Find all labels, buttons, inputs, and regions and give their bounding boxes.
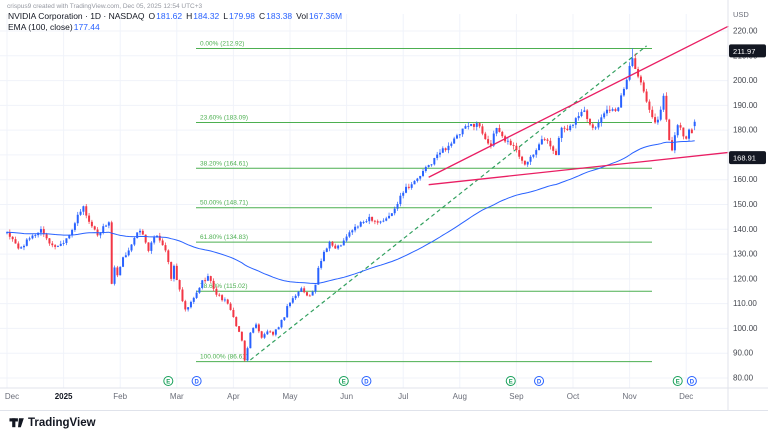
price-tick-label: 90.00 — [733, 349, 754, 358]
tradingview-logo[interactable]: TradingView — [9, 415, 96, 430]
price-tick-label: 150.00 — [733, 200, 758, 209]
attribution-text: crispus9 created with TradingView.com, D… — [7, 3, 203, 10]
svg-text:E: E — [676, 380, 680, 386]
svg-text:D: D — [194, 380, 199, 386]
fib-level-label: 50.00% (148.71) — [200, 200, 248, 207]
time-tick-label: Feb — [113, 392, 127, 401]
time-tick-label: Oct — [567, 392, 580, 401]
fib-level-label: 38.20% (164.61) — [200, 160, 248, 167]
time-tick-label: May — [282, 392, 297, 401]
close-value: 183.38 — [266, 11, 293, 21]
price-axis-unit: USD — [733, 10, 749, 19]
svg-text:211.97: 211.97 — [733, 47, 755, 56]
svg-text:D: D — [364, 380, 369, 386]
price-tick-label: 120.00 — [733, 274, 758, 283]
price-tick-label: 160.00 — [733, 175, 758, 184]
footer-bar: TradingView — [0, 410, 768, 434]
dividend-marker[interactable]: D — [191, 376, 202, 386]
symbol-legend[interactable]: NVIDIA Corporation · 1D · NASDAQ O181.62 H… — [8, 11, 342, 21]
ema-line[interactable] — [6, 140, 695, 285]
volume-value: 167.36M — [308, 11, 343, 21]
time-tick-label: Dec — [5, 392, 19, 401]
axis-borders — [0, 0, 768, 410]
price-tick-label: 110.00 — [733, 299, 757, 308]
fib-level-label: 100.00% (86.61) — [200, 354, 248, 361]
fib-level-label: 23.60% (183.09) — [200, 114, 248, 121]
price-tick-label: 130.00 — [733, 250, 758, 259]
price-tick-label: 180.00 — [733, 126, 758, 135]
ema-label: EMA (100, close) — [8, 22, 73, 32]
earnings-marker[interactable]: E — [338, 376, 349, 386]
low-value: 179.98 — [229, 11, 256, 21]
time-tick-label: Mar — [170, 392, 184, 401]
time-tick-label: Dec — [679, 392, 693, 401]
tradingview-logo-text: TradingView — [28, 416, 96, 429]
price-tick-label: 140.00 — [733, 225, 758, 234]
price-axis[interactable]: USD220.00210.00200.00190.00180.00170.001… — [729, 10, 766, 383]
price-tick-label: 200.00 — [733, 76, 758, 85]
dividend-marker[interactable]: D — [534, 376, 545, 386]
svg-text:D: D — [690, 380, 695, 386]
time-tick-label: Sep — [509, 392, 524, 401]
svg-text:E: E — [166, 380, 170, 386]
svg-text:E: E — [342, 380, 346, 386]
earnings-marker[interactable]: E — [672, 376, 683, 386]
open-value: 181.62 — [156, 11, 183, 21]
time-tick-label: Jul — [398, 392, 408, 401]
time-tick-label: Apr — [227, 392, 240, 401]
svg-text:D: D — [537, 380, 542, 386]
grid-layer — [0, 14, 728, 388]
open-label: O — [148, 11, 156, 21]
time-tick-label: Nov — [622, 392, 636, 401]
low-label: L — [223, 11, 229, 21]
price-tick-label: 80.00 — [733, 374, 754, 383]
volume-label: Vol — [296, 11, 308, 21]
earnings-marker[interactable]: E — [505, 376, 516, 386]
price-chart[interactable]: 0.00% (212.92) 23.60% (183.09) 38.20% (164… — [0, 0, 768, 410]
price-tick-label: 190.00 — [733, 101, 758, 110]
svg-text:168.91: 168.91 — [733, 154, 756, 163]
price-badge: 211.97 — [729, 44, 766, 58]
dividend-marker[interactable]: D — [686, 376, 697, 386]
tradingview-logo-icon — [9, 418, 24, 428]
svg-text:E: E — [509, 380, 513, 386]
fib-level-label: 78.60% (115.02) — [200, 283, 248, 290]
earnings-marker[interactable]: E — [163, 376, 174, 386]
time-tick-label: Jun — [340, 392, 353, 401]
trend-line-dashed[interactable] — [250, 45, 647, 361]
close-label: C — [259, 11, 266, 21]
high-value: 184.32 — [193, 11, 220, 21]
fib-retracement[interactable]: 0.00% (212.92) 23.60% (183.09) 38.20% (164… — [196, 41, 652, 363]
high-label: H — [186, 11, 193, 21]
time-axis[interactable]: Dec 2025 Feb Mar Apr May Jun Jul Aug Sep Oct Nov Dec… — [5, 376, 697, 402]
price-tick-label: 220.00 — [733, 27, 758, 36]
wedge-trend-lines[interactable] — [428, 25, 729, 186]
time-tick-label: 2025 — [55, 392, 73, 401]
fib-level-label: 0.00% (212.92) — [200, 41, 244, 48]
symbol-title: NVIDIA Corporation · 1D · NASDAQ — [8, 11, 145, 21]
ema-value: 177.44 — [73, 22, 100, 32]
price-badge: 168.91 — [729, 151, 766, 165]
time-tick-label: Aug — [453, 392, 467, 401]
fib-level-label: 61.80% (134.83) — [200, 234, 248, 241]
dividend-marker[interactable]: D — [361, 376, 372, 386]
candles-layer — [6, 48, 696, 362]
ema-legend[interactable]: EMA (100, close)177.44 — [8, 22, 100, 32]
price-tick-label: 100.00 — [733, 324, 758, 333]
